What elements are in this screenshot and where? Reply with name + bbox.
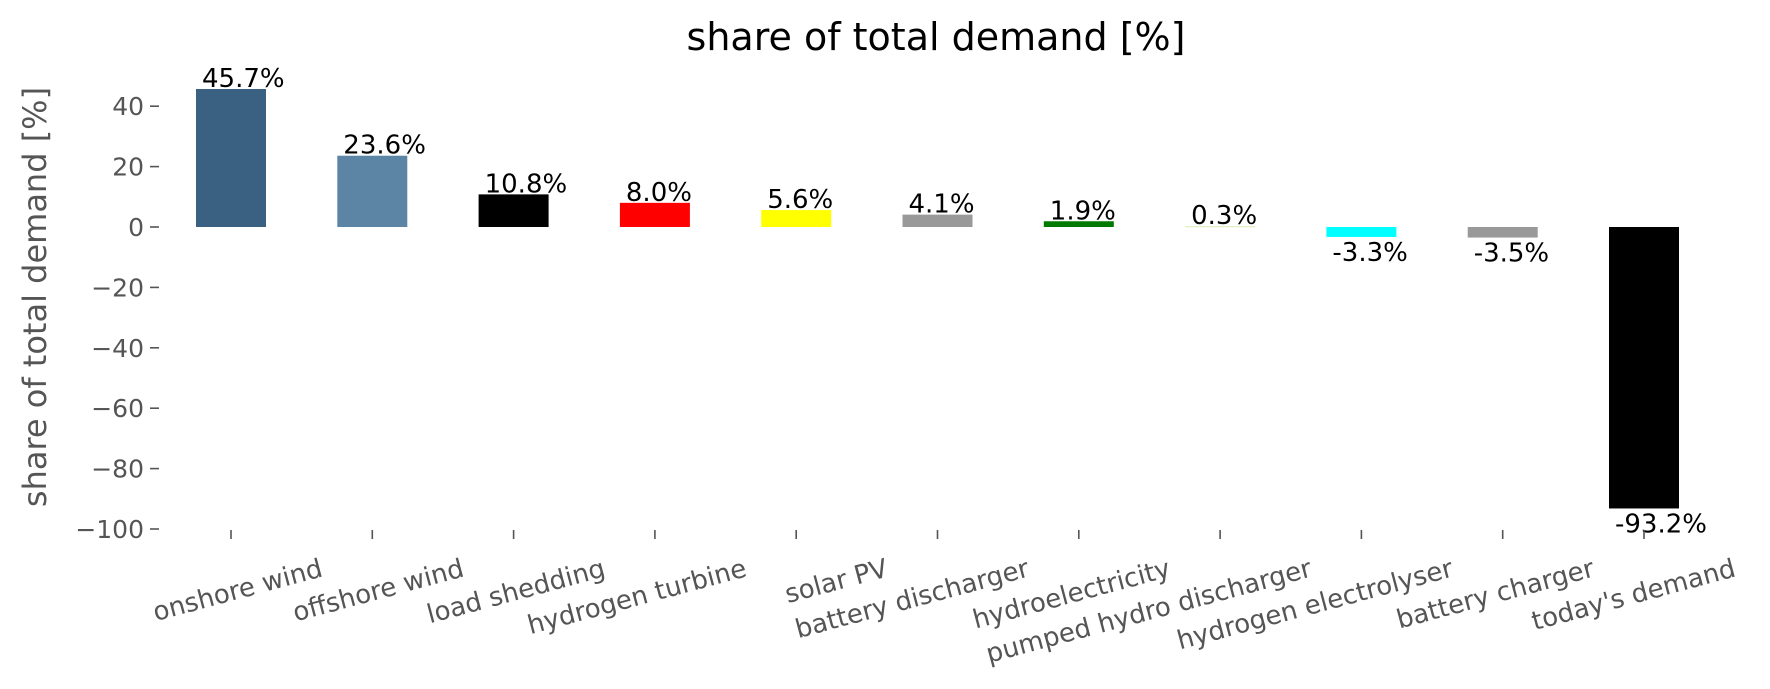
bar (619, 202, 690, 227)
bar (1185, 226, 1256, 228)
bar (761, 210, 832, 227)
y-tick-label: 40 (112, 92, 144, 121)
y-tick-label: 0 (128, 213, 144, 242)
data-label: 10.8% (485, 169, 568, 199)
data-label: 0.3% (1191, 201, 1257, 231)
data-label: 45.7% (202, 64, 285, 94)
bar (337, 155, 408, 227)
data-label: 8.0% (626, 178, 692, 208)
data-label: 1.9% (1050, 196, 1116, 226)
y-tick-label: −20 (91, 273, 144, 302)
y-tick-label: −80 (91, 455, 144, 484)
data-label: -3.3% (1332, 238, 1407, 268)
chart-title: share of total demand [%] (687, 15, 1186, 59)
bars (196, 88, 1679, 509)
data-labels: 45.7% 23.6% 10.8% 8.0% 5.6% 4.1% 1.9% 0.3% -3.3%… (202, 64, 1707, 539)
y-tick-label: 20 (112, 153, 144, 182)
y-axis-label: share of total demand [%] (16, 87, 54, 507)
data-label: 5.6% (767, 185, 833, 215)
bar (478, 194, 549, 227)
bar (1043, 221, 1114, 227)
bar (196, 88, 266, 228)
bar (1326, 227, 1397, 237)
y-tick-label: −100 (75, 515, 144, 544)
y-tick-label: −60 (91, 394, 144, 423)
bar (1467, 227, 1538, 238)
y-tick-label: −40 (91, 334, 144, 363)
data-label: -93.2% (1615, 509, 1707, 539)
y-axis: 40 20 0 −20 −40 −60 −80 −100 (75, 92, 159, 544)
bar (1609, 227, 1679, 509)
bar (902, 214, 973, 227)
data-label: -3.5% (1474, 239, 1549, 269)
data-label: 4.1% (909, 190, 975, 220)
data-label: 23.6% (343, 131, 426, 161)
